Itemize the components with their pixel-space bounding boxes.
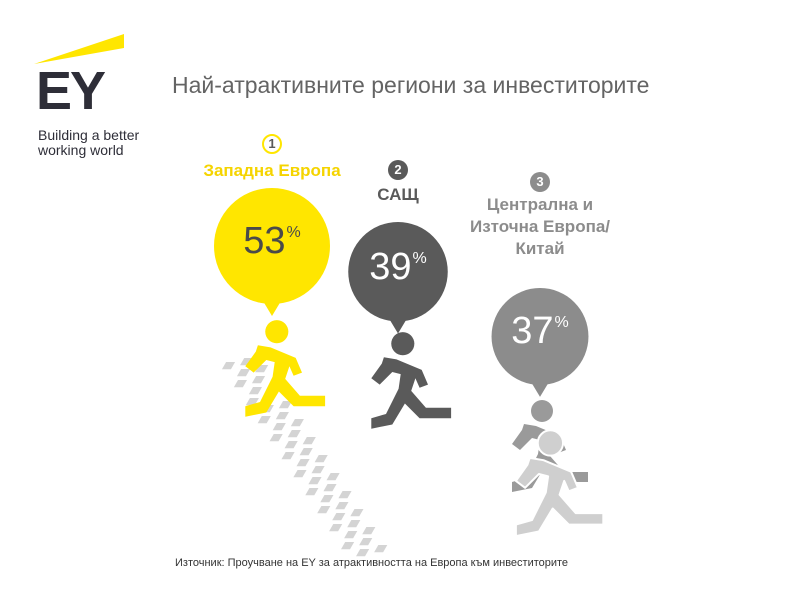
track-square [359, 538, 373, 546]
track-square [248, 387, 263, 395]
track-square [257, 416, 271, 424]
track-square [269, 434, 283, 442]
track-square [356, 549, 370, 557]
track-square [350, 509, 364, 517]
value-label: 53% [212, 220, 332, 263]
track-square [317, 506, 331, 514]
track-square [341, 542, 355, 550]
ey-tagline: Building a better working world [38, 128, 168, 158]
region-label-line: Китай [515, 239, 565, 258]
value-bubble [348, 222, 448, 334]
region-label-line: САЩ [377, 185, 419, 204]
bubble-pointer [386, 313, 410, 334]
track-square [272, 423, 286, 431]
track-square [311, 466, 325, 474]
track-square [296, 459, 310, 467]
tagline-line-1: Building a better [38, 127, 140, 143]
tagline-line-2: working world [38, 142, 124, 158]
track-square [344, 531, 358, 539]
runner-head [391, 332, 415, 356]
track-square [281, 452, 295, 460]
track-square [329, 524, 343, 532]
ey-logo: EY [36, 61, 106, 121]
value-bubble [491, 288, 589, 397]
region-label-line: Западна Европа [203, 161, 341, 180]
track-square [347, 520, 361, 528]
value-unit: % [286, 224, 301, 241]
value-label: 37% [480, 310, 600, 353]
runner-head [265, 320, 289, 344]
runner-body [371, 357, 452, 429]
runner-head [536, 429, 565, 457]
track-square [302, 437, 316, 445]
track-square [236, 369, 251, 377]
value-number: 37 [511, 310, 554, 353]
track-square [275, 412, 289, 420]
bubble-circle [214, 188, 330, 304]
value-unit: % [554, 314, 569, 332]
track-square [305, 488, 319, 496]
runner-body [245, 345, 326, 417]
value-number: 39 [369, 245, 412, 288]
track-square [284, 441, 298, 449]
region-label-line: Източна Европа/ [469, 217, 611, 236]
track-square [233, 380, 248, 388]
track-square [251, 376, 266, 384]
track-square [320, 495, 334, 503]
runner-figure [371, 332, 452, 429]
track-square [293, 470, 307, 478]
rank-badge: 1 [262, 134, 282, 154]
region-label: Централна и Източна Европа/Китай [450, 194, 630, 260]
track-square [323, 484, 337, 492]
track-square [308, 477, 322, 485]
runner-body [514, 456, 605, 538]
value-unit: % [412, 249, 427, 267]
track-square [314, 455, 328, 463]
track-square [290, 419, 304, 427]
ey-logo-beam-icon [34, 34, 124, 64]
rank-badge: 2 [388, 160, 408, 180]
value-number: 53 [243, 220, 286, 262]
region-label: Западна Европа [182, 160, 362, 182]
track-square [338, 491, 352, 499]
track-square [326, 473, 340, 481]
region-label-line: Централна и [486, 195, 594, 214]
source-note: Източник: Проучване на EY за атрактивнос… [175, 557, 569, 569]
value-bubble [214, 188, 330, 316]
track-square [362, 527, 376, 535]
track-square [221, 362, 236, 370]
bubble-pointer [528, 376, 552, 397]
bubble-circle [491, 288, 589, 385]
chart-title: Най-атрактивните региони за инвеститорит… [172, 72, 650, 98]
track-square [374, 545, 388, 553]
track-square [278, 401, 293, 409]
track-square [332, 513, 346, 521]
runner-figure [245, 320, 326, 417]
runner-head [531, 400, 553, 422]
bubble-circle [348, 222, 448, 322]
runner-figure [512, 400, 605, 538]
track-square [287, 430, 301, 438]
value-label: 39% [338, 246, 458, 289]
track-square [335, 502, 349, 510]
checkered-track [221, 358, 388, 557]
region-label: САЩ [308, 184, 488, 206]
rank-badge: 3 [530, 172, 550, 192]
track-square [299, 448, 313, 456]
bubble-pointer [260, 296, 284, 316]
